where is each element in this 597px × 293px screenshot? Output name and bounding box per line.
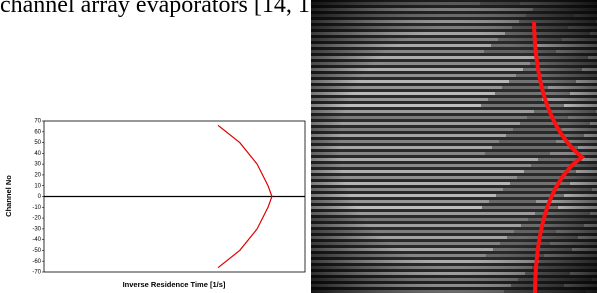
y-axis-label: Channel No — [4, 175, 13, 217]
y-tick-label: 40 — [34, 151, 41, 157]
y-tick-label: -70 — [32, 270, 41, 276]
y-tick-label: -60 — [32, 259, 41, 265]
caption-fragment: channel array evaporators [14, 16]. — [0, 0, 336, 18]
y-tick-label: 0 — [38, 194, 42, 200]
y-tick-label: 60 — [34, 129, 41, 135]
y-tick-label: -20 — [32, 216, 41, 222]
y-tick-label: 20 — [34, 173, 41, 179]
y-tick-label: 30 — [34, 162, 41, 168]
figure: channel array evaporators [14, 16]. Chan… — [0, 0, 597, 293]
y-tick-label: -30 — [32, 226, 41, 232]
y-tick-label: -50 — [32, 248, 41, 254]
y-tick-label: -40 — [32, 237, 41, 243]
photo-vignette — [311, 0, 597, 293]
x-axis-label: Inverse Residence Time [1/s] — [123, 280, 226, 289]
y-tick-label: 70 — [34, 119, 41, 125]
y-tick-label: 10 — [34, 183, 41, 189]
y-tick-label: -10 — [32, 205, 41, 211]
y-tick-label: 50 — [34, 140, 41, 146]
